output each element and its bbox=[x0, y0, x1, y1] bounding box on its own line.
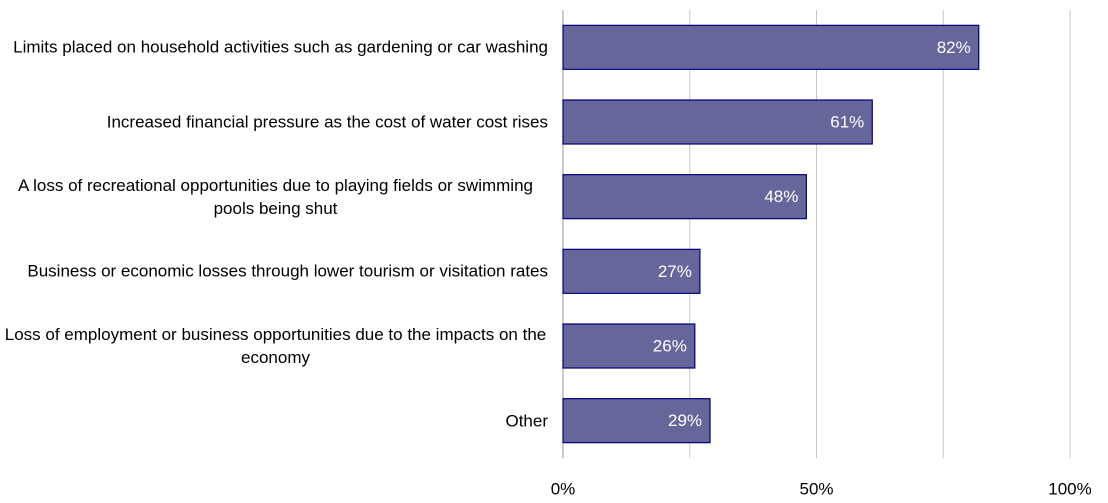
bar bbox=[562, 398, 711, 444]
value-label: 29% bbox=[668, 411, 702, 430]
category-label: Loss of employment or business opportuni… bbox=[4, 325, 547, 367]
category-label: A loss of recreational opportunities due… bbox=[18, 175, 533, 218]
x-tick-label: 100% bbox=[1048, 479, 1091, 498]
value-label: 48% bbox=[764, 187, 798, 206]
bar bbox=[562, 174, 807, 220]
value-label: 82% bbox=[937, 38, 971, 57]
value-label: 61% bbox=[830, 112, 864, 131]
bar bbox=[562, 248, 701, 294]
value-label: 27% bbox=[658, 262, 692, 281]
category-label: Other bbox=[505, 411, 548, 431]
x-tick-label: 0% bbox=[551, 479, 576, 498]
bar bbox=[562, 323, 696, 369]
category-label: Limits placed on household activities su… bbox=[13, 37, 548, 57]
category-label: Increased financial pressure as the cost… bbox=[106, 112, 548, 132]
bar bbox=[562, 24, 980, 70]
value-label: 26% bbox=[653, 336, 687, 355]
bar bbox=[562, 99, 873, 145]
x-tick-label: 50% bbox=[799, 479, 833, 498]
category-label: Business or economic losses through lowe… bbox=[27, 261, 548, 281]
